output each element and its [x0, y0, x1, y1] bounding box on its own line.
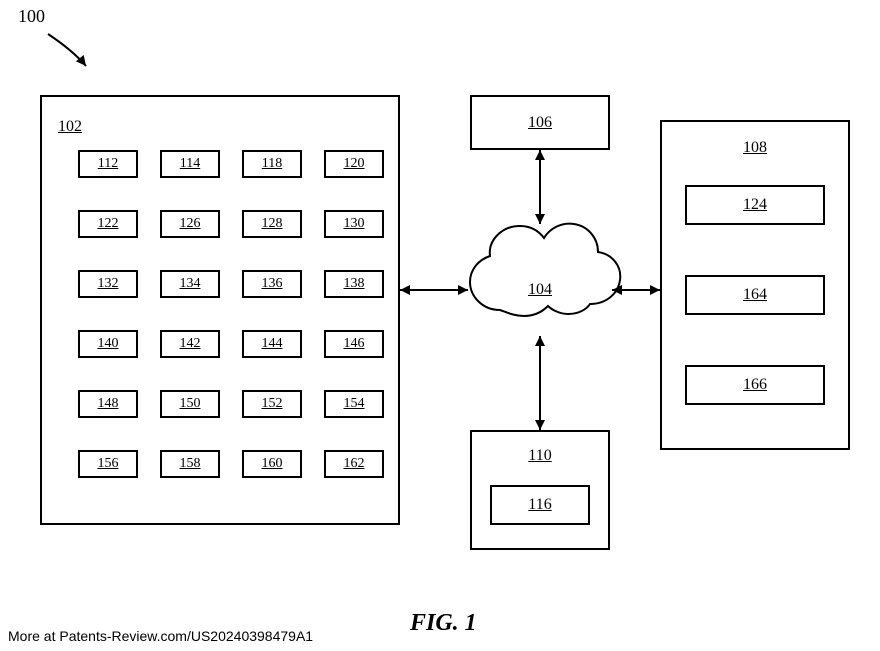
panel-108-label: 108 [743, 139, 767, 157]
grid-cell: 142 [160, 330, 220, 358]
grid-cell: 144 [242, 330, 302, 358]
grid-cell-label: 144 [262, 336, 283, 352]
grid-cell-label: 150 [180, 396, 201, 412]
grid-cell: 148 [78, 390, 138, 418]
grid-cell: 138 [324, 270, 384, 298]
panel-108-cell-label: 166 [743, 376, 767, 394]
grid-cell: 128 [242, 210, 302, 238]
grid-cell-label: 114 [180, 156, 200, 172]
box-106-label: 106 [528, 114, 552, 132]
grid-cell-label: 118 [262, 156, 282, 172]
grid-cell-label: 152 [262, 396, 283, 412]
grid-cell-label: 126 [180, 216, 201, 232]
grid-cell: 140 [78, 330, 138, 358]
grid-cell: 112 [78, 150, 138, 178]
figure-title: FIG. 1 [410, 610, 477, 637]
grid-cell: 136 [242, 270, 302, 298]
grid-cell-label: 142 [180, 336, 201, 352]
grid-cell: 150 [160, 390, 220, 418]
grid-cell-label: 136 [262, 276, 283, 292]
grid-cell: 132 [78, 270, 138, 298]
panel-102-label: 102 [58, 118, 82, 136]
grid-cell-label: 162 [344, 456, 365, 472]
grid-cell-label: 130 [344, 216, 365, 232]
grid-cell: 134 [160, 270, 220, 298]
grid-cell-label: 132 [98, 276, 119, 292]
grid-cell: 118 [242, 150, 302, 178]
grid-cell-label: 160 [262, 456, 283, 472]
grid-cell: 114 [160, 150, 220, 178]
panel-108-cell-label: 124 [743, 196, 767, 214]
box-116-label: 116 [528, 496, 551, 514]
grid-cell-label: 122 [98, 216, 119, 232]
grid-cell: 146 [324, 330, 384, 358]
grid-cell-label: 120 [344, 156, 365, 172]
ref-100-label: 100 [18, 6, 45, 27]
panel-108-cell: 164 [685, 275, 825, 315]
grid-cell: 122 [78, 210, 138, 238]
grid-cell-label: 138 [344, 276, 365, 292]
grid-cell: 126 [160, 210, 220, 238]
grid-cell-label: 146 [344, 336, 365, 352]
grid-cell-label: 128 [262, 216, 283, 232]
panel-108-cell-label: 164 [743, 286, 767, 304]
panel-108-cell: 124 [685, 185, 825, 225]
grid-cell-label: 154 [344, 396, 365, 412]
grid-cell-label: 158 [180, 456, 201, 472]
grid-cell-label: 112 [98, 156, 118, 172]
box-110-label: 110 [528, 447, 551, 465]
grid-cell: 152 [242, 390, 302, 418]
grid-cell-label: 156 [98, 456, 119, 472]
grid-cell: 156 [78, 450, 138, 478]
grid-cell-label: 134 [180, 276, 201, 292]
grid-cell: 158 [160, 450, 220, 478]
grid-cell: 154 [324, 390, 384, 418]
cloud-104-label: 104 [528, 281, 552, 299]
panel-108-cell: 166 [685, 365, 825, 405]
grid-cell: 162 [324, 450, 384, 478]
grid-cell: 120 [324, 150, 384, 178]
grid-cell-label: 140 [98, 336, 119, 352]
grid-cell: 130 [324, 210, 384, 238]
footer-text: More at Patents-Review.com/US20240398479… [8, 628, 313, 644]
grid-cell-label: 148 [98, 396, 119, 412]
diagram-stage: 100 102 112 114 118 120 122 126 128 130 132 134 13… [0, 0, 880, 651]
grid-cell: 160 [242, 450, 302, 478]
